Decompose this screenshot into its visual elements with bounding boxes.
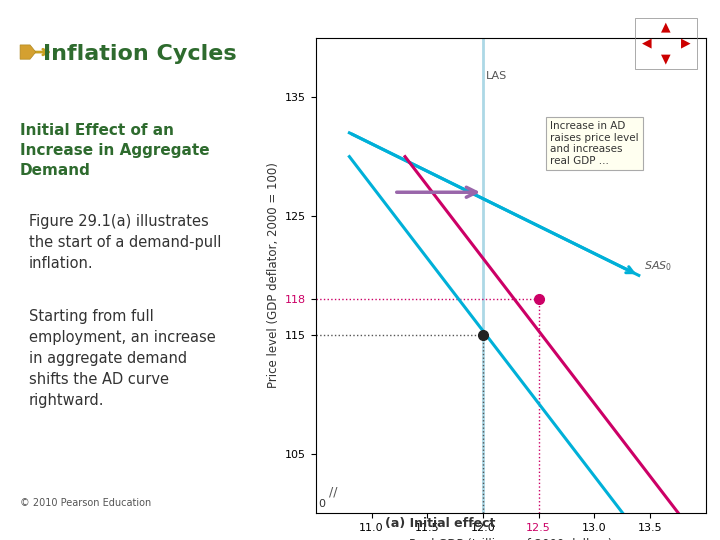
- Text: $SAS_0$: $SAS_0$: [644, 259, 672, 273]
- Text: Initial Effect of an
Increase in Aggregate
Demand: Initial Effect of an Increase in Aggrega…: [20, 123, 210, 178]
- Text: ▲: ▲: [661, 21, 671, 33]
- Text: 0: 0: [318, 499, 325, 509]
- Text: © 2010 Pearson Education: © 2010 Pearson Education: [20, 498, 151, 508]
- Text: Inflation Cycles: Inflation Cycles: [43, 44, 236, 64]
- Y-axis label: Price level (GDP deflator, 2000 = 100): Price level (GDP deflator, 2000 = 100): [266, 163, 279, 388]
- X-axis label: Real GDP (trillions of 2000 dollars): Real GDP (trillions of 2000 dollars): [409, 538, 613, 540]
- Text: Increase in AD
raises price level
and increases
real GDP ...: Increase in AD raises price level and in…: [550, 121, 639, 166]
- Text: //: //: [329, 485, 338, 498]
- Text: Starting from full
employment, an increase
in aggregate demand
shifts the AD cur: Starting from full employment, an increa…: [29, 309, 215, 408]
- Text: LAS: LAS: [486, 71, 508, 82]
- Text: ▼: ▼: [661, 53, 671, 66]
- Text: (a) Initial effect: (a) Initial effect: [385, 516, 495, 530]
- Polygon shape: [20, 45, 36, 59]
- Text: ▶: ▶: [680, 37, 690, 50]
- Text: ◀: ◀: [642, 37, 652, 50]
- Text: Figure 29.1(a) illustrates
the start of a demand-pull
inflation.: Figure 29.1(a) illustrates the start of …: [29, 214, 221, 271]
